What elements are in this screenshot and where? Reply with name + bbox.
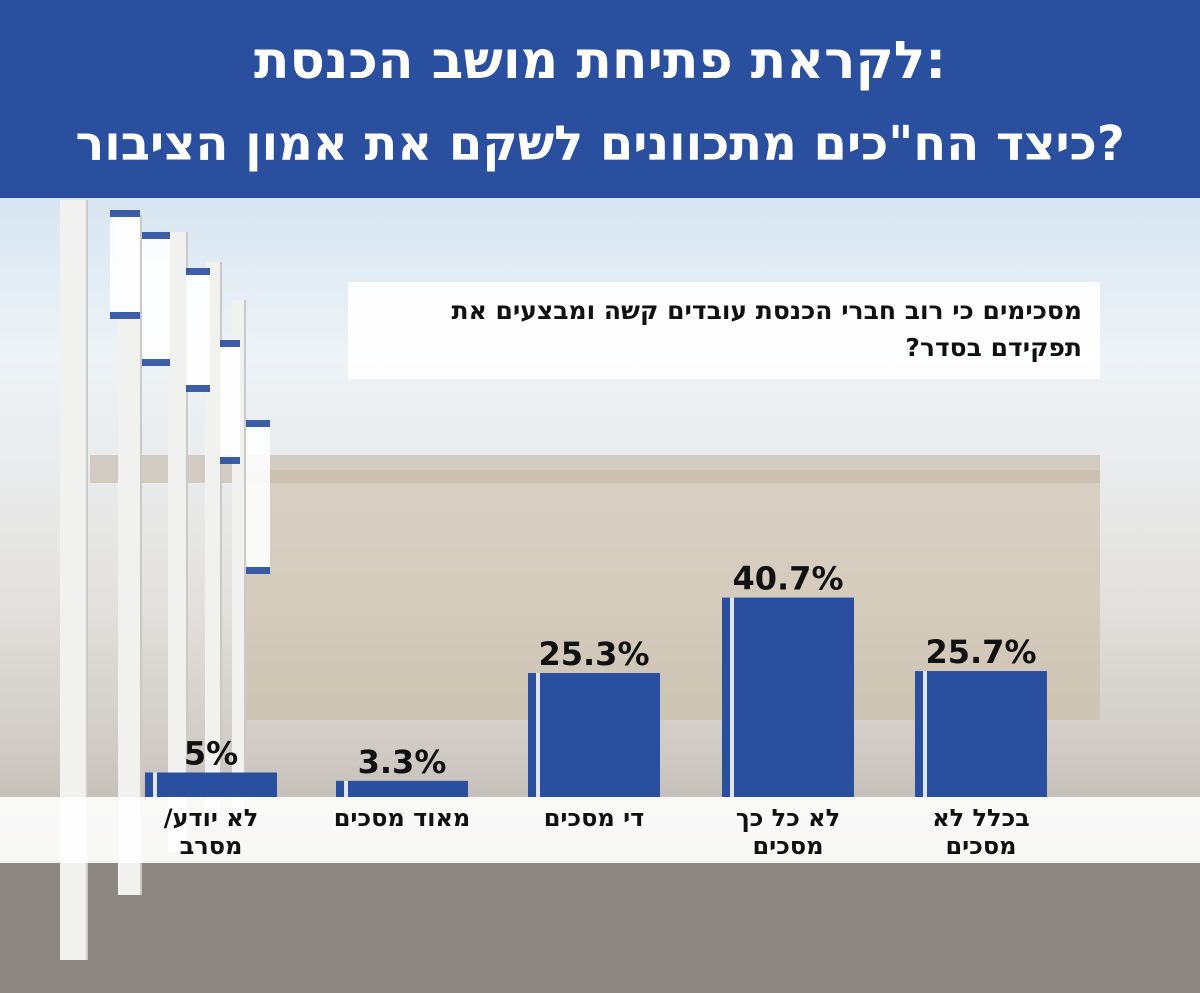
survey-question: מסכימים כי רוב חברי הכנסת עובדים קשה ומב…: [451, 296, 1082, 362]
bar: [915, 671, 1047, 797]
category-label: מסכים: [752, 832, 823, 860]
category-label: מאוד מסכים: [334, 804, 471, 832]
category-label: די מסכים: [544, 804, 645, 832]
data-label: 40.7%: [732, 560, 843, 598]
category-label-band: [0, 797, 1200, 863]
data-label: 25.7%: [925, 633, 1036, 671]
category-label: מסרב: [180, 832, 243, 860]
flag-pole: [168, 232, 188, 852]
category-label: לא כל כך: [736, 804, 840, 832]
data-label: 3.3%: [358, 743, 447, 781]
bar: [336, 780, 468, 797]
header-banner: לקראת פתיחת מושב הכנסת: כיצד הח"כים מתכו…: [0, 0, 1200, 198]
israel-flag: [110, 210, 140, 319]
bar: [528, 673, 660, 797]
bar-highlight-stripe: [923, 671, 927, 797]
flag-pole: [118, 215, 142, 895]
category-label: מסכים: [945, 832, 1016, 860]
israel-flag: [186, 268, 210, 392]
bar: [722, 597, 854, 797]
sub-headline: כיצד הח"כים מתכוונים לשקם את אמון הציבור…: [75, 116, 1125, 172]
israel-flag: [142, 232, 170, 366]
bar-highlight-stripe: [536, 673, 540, 797]
israel-flag: [246, 420, 270, 574]
headline: לקראת פתיחת מושב הכנסת:: [253, 31, 947, 91]
category-label: לא יודע/: [164, 804, 259, 832]
bar-highlight-stripe: [153, 772, 157, 797]
data-label: 25.3%: [538, 635, 649, 673]
plaza-floor: [0, 860, 1200, 993]
israel-flag: [220, 340, 240, 464]
bar: [145, 772, 277, 797]
bar-highlight-stripe: [344, 780, 348, 797]
flag-pole: [205, 262, 222, 822]
data-label: 5%: [184, 735, 238, 773]
question-box: מסכימים כי רוב חברי הכנסת עובדים קשה ומב…: [348, 282, 1100, 379]
bar-highlight-stripe: [730, 597, 734, 797]
category-label: בכלל לא: [932, 804, 1030, 832]
